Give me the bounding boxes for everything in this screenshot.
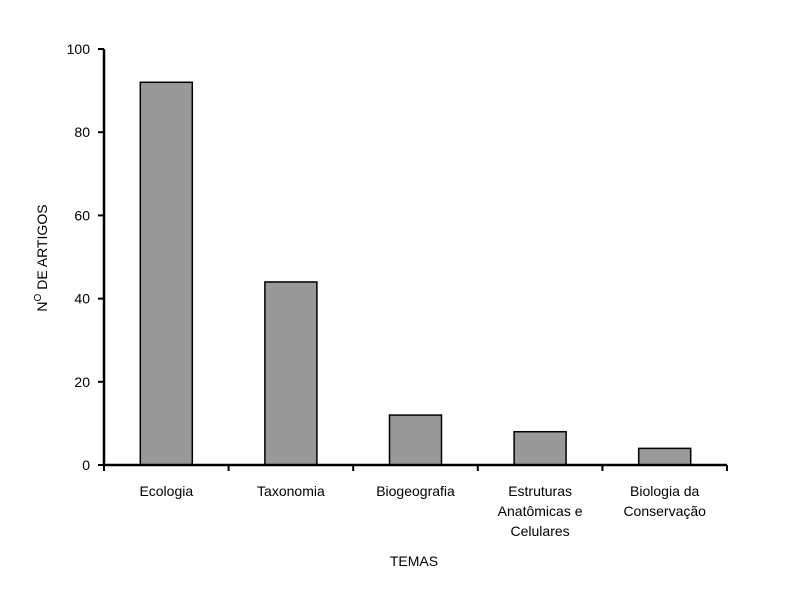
y-tick-label: 40	[74, 291, 90, 307]
x-tick-label: Biogeografia	[376, 483, 455, 499]
x-ticks: Ecologia Taxonomia Biogeografia Estruturas A…	[103, 465, 728, 539]
y-tick-label: 0	[82, 457, 90, 473]
y-tick-label: 100	[67, 41, 91, 57]
y-axis-label: NO DE ARTIGOS	[33, 204, 50, 311]
x-tick-label: Estruturas Anatômicas e Celulares	[498, 483, 583, 539]
bars	[139, 81, 692, 466]
x-tick-label: Biologia da Conservação	[623, 483, 706, 519]
x-tick-label: Ecologia	[139, 483, 193, 499]
bar-2	[388, 414, 443, 466]
x-axis-label: TEMAS	[390, 553, 438, 569]
x-tick-label: Taxonomia	[257, 483, 325, 499]
bar-4	[637, 447, 692, 466]
y-tick-label: 60	[74, 207, 90, 223]
y-tick-label: 80	[74, 124, 90, 140]
y-ticks: 0 20 40 60 80 100	[67, 41, 104, 473]
bar-0	[139, 81, 194, 466]
y-tick-label: 20	[74, 374, 90, 390]
bar-1	[264, 281, 318, 466]
bar-3	[513, 430, 567, 466]
axes	[102, 49, 727, 467]
